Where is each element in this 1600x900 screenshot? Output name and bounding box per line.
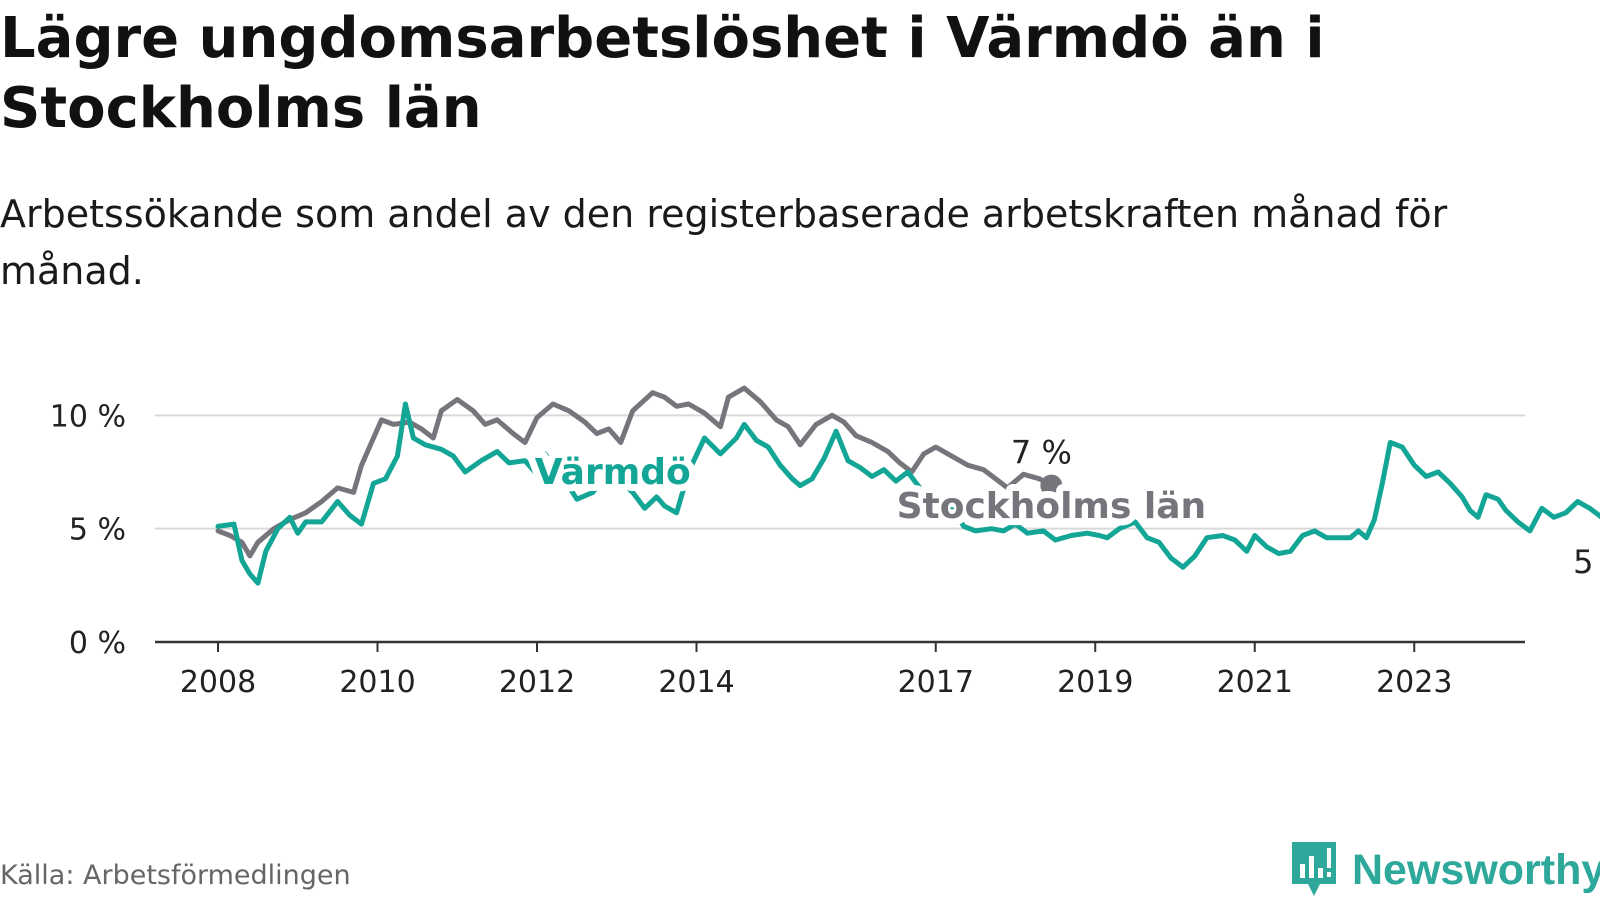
end-label-varmdo: 5 % (1573, 543, 1600, 581)
y-tick-label-10: 10 % (50, 399, 126, 434)
x-tick-label-2012: 2012 (499, 665, 575, 700)
series-line-stockholm (215, 385, 1054, 559)
brand-name: Newsworthy (1352, 845, 1600, 894)
y-tick-label-5: 5 % (69, 513, 126, 548)
series-labels: Stockholms län Värmdö 7 % 5 % (528, 434, 1600, 581)
x-tick-label-2023: 2023 (1376, 665, 1452, 700)
grid-lines (155, 414, 1525, 644)
x-tick-label-2008: 2008 (180, 665, 256, 700)
end-label-stockholm: 7 % (1011, 434, 1072, 472)
x-tick-label-2010: 2010 (339, 665, 415, 700)
brand-logo: Newsworthy (1290, 840, 1600, 900)
chart-title: Lägre ungdomsarbetslöshet i Värmdö än i … (0, 6, 1325, 141)
x-axis-ticks: 2008 2010 2012 2014 2017 2019 2021 2023 (180, 642, 1452, 700)
series-line-varmdo (215, 401, 1600, 586)
line-chart: 0 %5 %10 % 2008 2010 2012 2014 2017 2019 2021 2… (50, 385, 1600, 700)
y-axis-ticks: 0 % 5 % 10 % (50, 399, 126, 661)
source-note: Källa: Arbetsförmedlingen (0, 860, 351, 891)
series-label-varmdo: Värmdö (535, 452, 691, 493)
x-tick-label-2014: 2014 (658, 665, 734, 700)
series-label-stockholm: Stockholms län (897, 486, 1207, 527)
y-tick-label-0: 0 % (69, 626, 126, 661)
x-tick-label-2019: 2019 (1057, 665, 1133, 700)
series-lines (215, 385, 1600, 586)
newsworthy-icon (1292, 842, 1336, 896)
x-tick-label-2021: 2021 (1217, 665, 1293, 700)
end-point-stockholm (1040, 474, 1063, 497)
x-tick-label-2017: 2017 (898, 665, 974, 700)
chart-subtitle: Arbetssökande som andel av den registerb… (0, 192, 1448, 293)
